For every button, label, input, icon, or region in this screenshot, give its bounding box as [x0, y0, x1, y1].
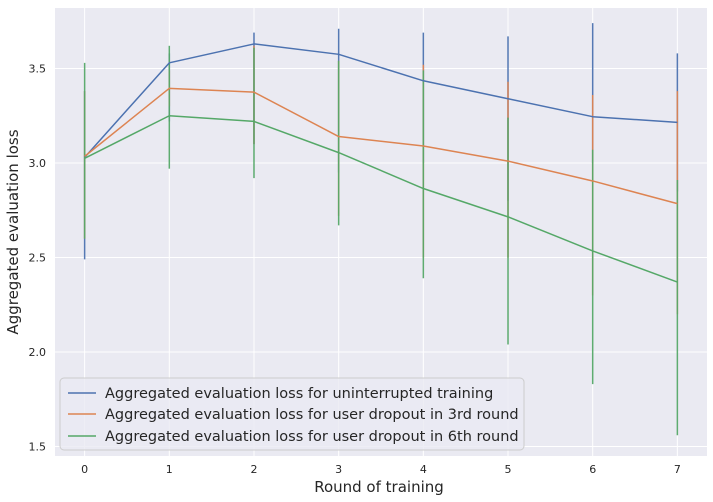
y-axis-label: Aggregated evaluation loss [4, 129, 22, 334]
y-tick-label: 2.0 [29, 346, 47, 359]
x-tick-label: 5 [505, 463, 512, 476]
y-tick-label: 3.0 [29, 157, 47, 170]
x-axis-label: Round of training [314, 478, 444, 496]
series-line-dropout-3rd [84, 87, 678, 205]
legend-box [59, 377, 525, 451]
legend-label-dropout-3rd: Aggregated evaluation loss for user drop… [105, 407, 519, 423]
x-tick-label: 2 [250, 463, 257, 476]
x-tick-label: 7 [674, 463, 681, 476]
x-tick-label: 1 [166, 463, 173, 476]
x-tick-label: 6 [589, 463, 596, 476]
x-tick-labels: 0 1 2 3 4 5 6 7 [81, 463, 681, 476]
y-tick-label: 3.5 [29, 62, 47, 75]
series-line-uninterrupted [84, 43, 678, 158]
y-tick-label: 1.5 [29, 441, 47, 454]
x-tick-label: 4 [420, 463, 427, 476]
y-tick-labels: 1.5 2.0 2.5 3.0 3.5 [29, 62, 47, 453]
series-lines [84, 43, 678, 283]
legend-label-dropout-6th: Aggregated evaluation loss for user drop… [105, 429, 519, 445]
y-tick-label: 2.5 [29, 252, 47, 265]
x-tick-label: 0 [81, 463, 88, 476]
legend: Aggregated evaluation loss for uninterru… [59, 377, 525, 451]
error-bars [83, 23, 679, 436]
legend-label-uninterrupted: Aggregated evaluation loss for uninterru… [105, 386, 493, 402]
series-line-dropout-6th [84, 115, 678, 283]
x-tick-label: 3 [335, 463, 342, 476]
